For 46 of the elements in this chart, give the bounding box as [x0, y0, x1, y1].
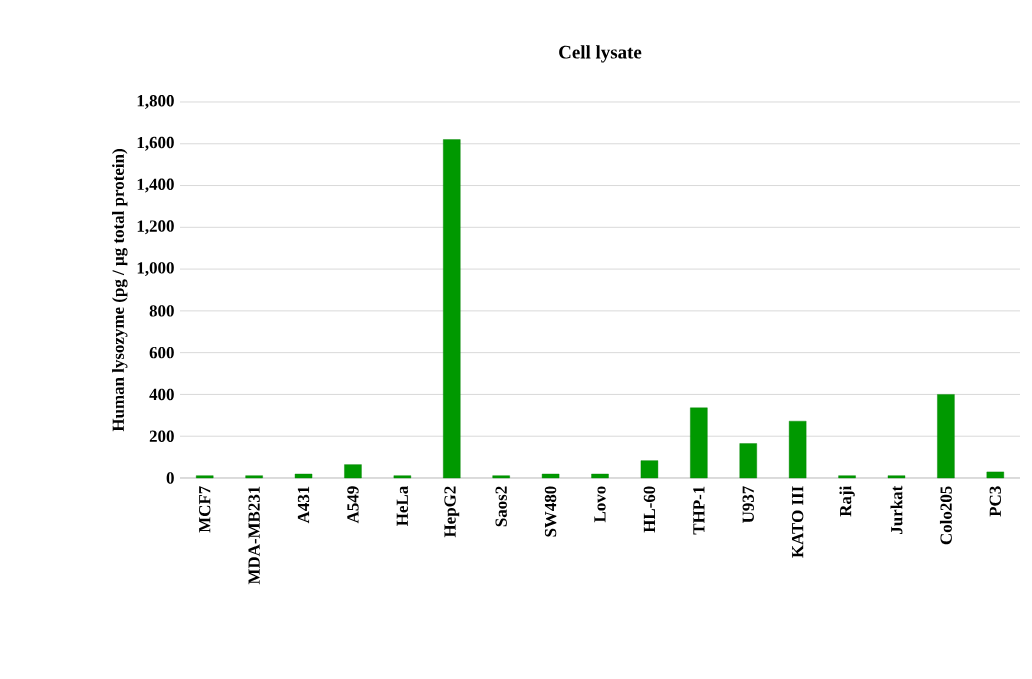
y-tick-label: 400	[149, 388, 174, 401]
x-tick-label: Jurkat	[890, 485, 903, 534]
x-tick-label: HeLa	[396, 486, 408, 526]
x-tick-label: Raji	[839, 486, 855, 517]
bar	[640, 460, 659, 479]
x-tick-label: A549	[347, 486, 359, 524]
x-tick-label: HL-60	[643, 486, 656, 533]
bar	[196, 475, 214, 479]
x-tick-label: Colo205	[939, 486, 952, 545]
bar	[986, 471, 1005, 479]
bar	[887, 475, 906, 479]
bar	[788, 420, 807, 479]
x-tick-label: PC3	[989, 486, 1001, 517]
y-tick-label: 600	[149, 346, 174, 359]
bar	[443, 139, 461, 479]
x-tick-label: Lovo	[594, 486, 606, 523]
y-tick-label: 1,000	[137, 262, 174, 277]
y-axis-title: Human lysozyme (pg / µg total protein)	[112, 149, 128, 432]
x-tick-label: Saos2	[495, 486, 507, 527]
y-tick-label: 1,600	[137, 136, 174, 151]
x-tick-label: KATO III	[791, 486, 804, 558]
bar	[591, 473, 609, 479]
y-tick-label: 200	[149, 430, 174, 442]
x-tick-label: A431	[297, 486, 310, 524]
x-tick-label: SW480	[544, 486, 557, 537]
x-tick-label: THP-1	[693, 486, 705, 535]
bar	[245, 475, 263, 479]
bar	[838, 475, 856, 479]
y-tick-label: 1,800	[137, 95, 174, 109]
y-tick-label: 1,400	[137, 178, 174, 193]
bar	[393, 475, 412, 479]
bar	[344, 464, 362, 479]
x-tick-label: MDA-MB231	[248, 486, 260, 585]
bar	[294, 473, 313, 479]
chart-title: Cell lysate	[559, 45, 642, 63]
bar	[690, 407, 708, 479]
y-tick-label: 1,200	[137, 220, 174, 235]
bar	[937, 394, 955, 479]
y-tick-label: 0	[166, 472, 174, 484]
x-tick-label: MCF7	[199, 486, 211, 533]
x-tick-label: HepG2	[444, 486, 460, 538]
y-tick-label: 800	[149, 305, 174, 317]
bar	[739, 443, 757, 479]
x-tick-label: U937	[742, 486, 754, 523]
bar	[492, 475, 510, 479]
bar	[541, 473, 560, 479]
